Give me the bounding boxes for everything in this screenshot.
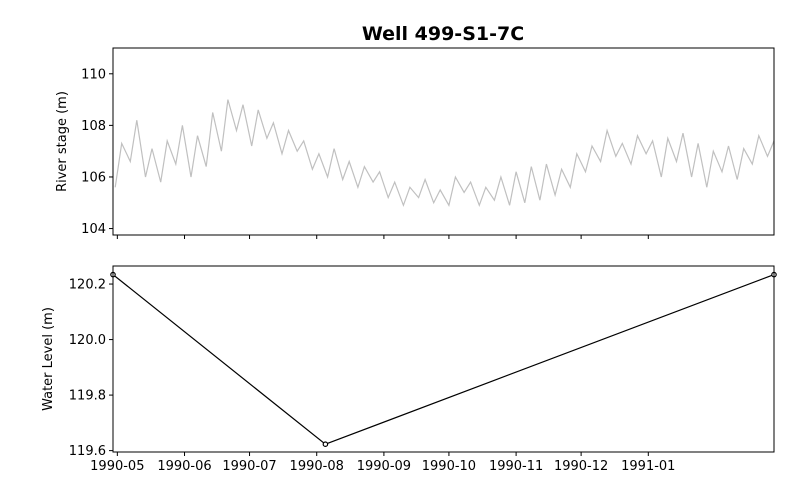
- y-tick-label: 120.2: [69, 278, 106, 293]
- x-tick-label: 1990-12: [554, 459, 608, 474]
- water-level-point: [322, 441, 329, 448]
- y-tick-label: 119.8: [69, 389, 106, 404]
- river-stage-axes: 104 106 108 110 River stage (m): [55, 47, 775, 239]
- y-tick-label: 108: [81, 119, 106, 134]
- water-level-ylabel: Water Level (m): [41, 307, 56, 411]
- chart-title: Well 499-S1-7C: [362, 23, 524, 45]
- x-tick-label: 1990-07: [222, 459, 276, 474]
- x-tick-label: 1990-06: [157, 459, 211, 474]
- y-tick-label: 106: [81, 170, 106, 185]
- water-level-line: [113, 274, 774, 445]
- x-tick-label: 1990-10: [422, 459, 476, 474]
- river-stage-line: [114, 99, 774, 208]
- x-tick-label: 1990-09: [357, 459, 411, 474]
- x-tick-label: 1990-05: [90, 459, 144, 474]
- y-tick-label: 110: [81, 67, 106, 82]
- water-level-axes: 119.6 119.8 120.0 120.2 1990-05 1990-06 1990-0…: [41, 265, 777, 474]
- x-tick-label: 1990-11: [489, 459, 543, 474]
- y-tick-label: 120.0: [69, 333, 106, 348]
- axes-frame: [112, 47, 775, 236]
- axes-frame: [112, 265, 775, 453]
- y-tick-label: 119.6: [69, 444, 106, 459]
- river-stage-ylabel: River stage (m): [55, 91, 70, 192]
- y-tick-label: 104: [81, 222, 106, 237]
- x-tick-label: 1990-08: [290, 459, 344, 474]
- x-tick-label: 1991-01: [621, 459, 675, 474]
